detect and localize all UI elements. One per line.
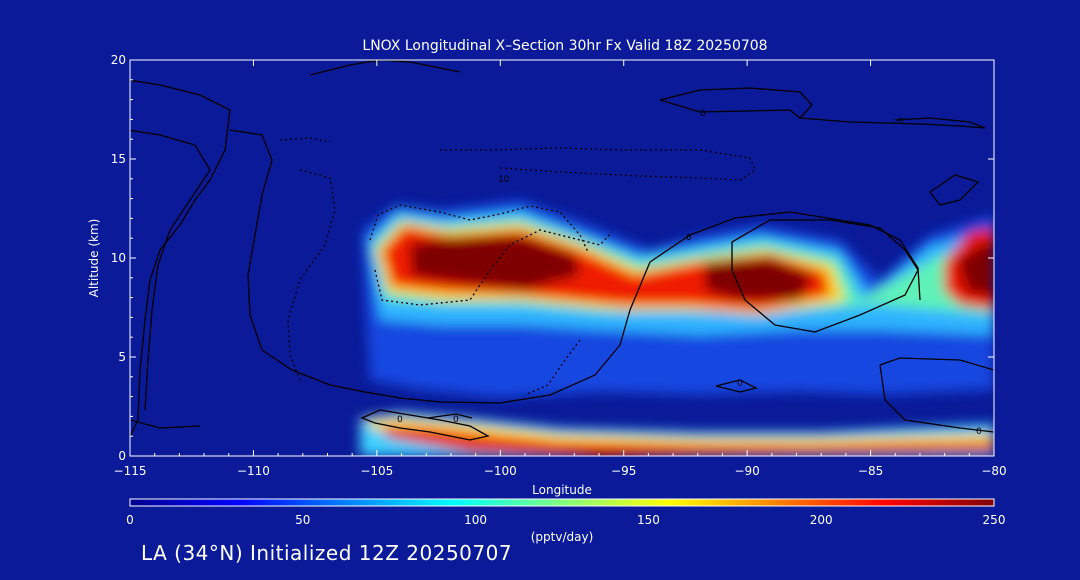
contour-line-dotted bbox=[287, 169, 336, 381]
x-tick-label: −90 bbox=[734, 464, 759, 478]
field-blob-right-darkred bbox=[958, 244, 994, 296]
contour-line bbox=[879, 364, 994, 433]
contour-line bbox=[229, 129, 921, 404]
colorbar-tick-label: 50 bbox=[295, 513, 310, 527]
heatmap-blobs bbox=[360, 200, 994, 456]
y-tick-label: 10 bbox=[111, 251, 126, 265]
contour-line bbox=[659, 87, 986, 129]
x-tick-label: −80 bbox=[981, 464, 1006, 478]
colorbar-tick-label: 250 bbox=[983, 513, 1006, 527]
colorbar-ticks: 0 50 100 150 200 250 bbox=[126, 513, 1005, 527]
x-axis-label: Longitude bbox=[532, 483, 592, 497]
contour-line bbox=[929, 174, 980, 206]
y-axis-label: Altitude (km) bbox=[87, 219, 101, 298]
contour-line bbox=[130, 79, 231, 438]
contour-line-dotted bbox=[524, 339, 581, 396]
y-axis-ticks: 0 5 10 15 20 bbox=[111, 53, 994, 463]
x-tick-label: −100 bbox=[484, 464, 517, 478]
colorbar-tick-label: 200 bbox=[810, 513, 833, 527]
contour-line-dotted bbox=[440, 147, 756, 181]
x-tick-label: −115 bbox=[114, 464, 147, 478]
x-axis-ticks: −115 −110 −105 −100 −95 −90 −85 −80 bbox=[114, 60, 1007, 478]
contour-label: 0 bbox=[686, 233, 692, 243]
contour-label: 0 bbox=[737, 379, 743, 389]
contour-line bbox=[731, 219, 919, 333]
contour-line bbox=[659, 99, 801, 119]
y-tick-label: 15 bbox=[111, 152, 126, 166]
y-tick-label: 20 bbox=[111, 53, 126, 67]
contour-lines bbox=[130, 60, 994, 441]
contour-line bbox=[879, 357, 994, 371]
contour-line-dotted bbox=[279, 137, 331, 143]
field-blob-darkred-1 bbox=[410, 236, 580, 290]
y-tick-label: 0 bbox=[118, 449, 126, 463]
x-tick-label: −105 bbox=[360, 464, 393, 478]
colorbar-tick-label: 150 bbox=[637, 513, 660, 527]
contour-line bbox=[894, 117, 986, 129]
colorbar-tick-label: 0 bbox=[126, 513, 134, 527]
x-tick-label: −85 bbox=[858, 464, 883, 478]
heatmap-field: 0 0 0 10 0 0 0 0 0 bbox=[130, 60, 994, 456]
contour-label: 0 bbox=[700, 109, 706, 119]
contour-label: 0 bbox=[976, 427, 982, 437]
contour-line bbox=[427, 413, 473, 419]
x-tick-label: −110 bbox=[237, 464, 270, 478]
colorbar-tick-label: 100 bbox=[464, 513, 487, 527]
contour-line bbox=[130, 129, 211, 411]
footer-text: LA (34°N) Initialized 12Z 20250707 bbox=[141, 541, 513, 565]
contour-label: 10 bbox=[498, 175, 510, 185]
contour-line bbox=[309, 60, 461, 76]
contour-line bbox=[130, 419, 201, 429]
contour-line bbox=[715, 379, 758, 393]
y-tick-label: 5 bbox=[118, 350, 126, 364]
contour-label: 0 bbox=[453, 415, 459, 425]
colorbar-gradient bbox=[129, 498, 995, 507]
contour-line-dotted bbox=[374, 229, 613, 306]
colorbar: 0 50 100 150 200 250 (pptv/day) bbox=[126, 498, 1005, 544]
colorbar-label: (pptv/day) bbox=[531, 530, 594, 544]
chart-title: LNOX Longitudinal X–Section 30hr Fx Vali… bbox=[362, 38, 767, 54]
contour-label: 0 bbox=[397, 415, 403, 425]
field-blob-low-red bbox=[380, 426, 994, 456]
contour-line bbox=[360, 409, 490, 441]
x-tick-label: −95 bbox=[611, 464, 636, 478]
contour-label: 0 bbox=[898, 117, 904, 127]
